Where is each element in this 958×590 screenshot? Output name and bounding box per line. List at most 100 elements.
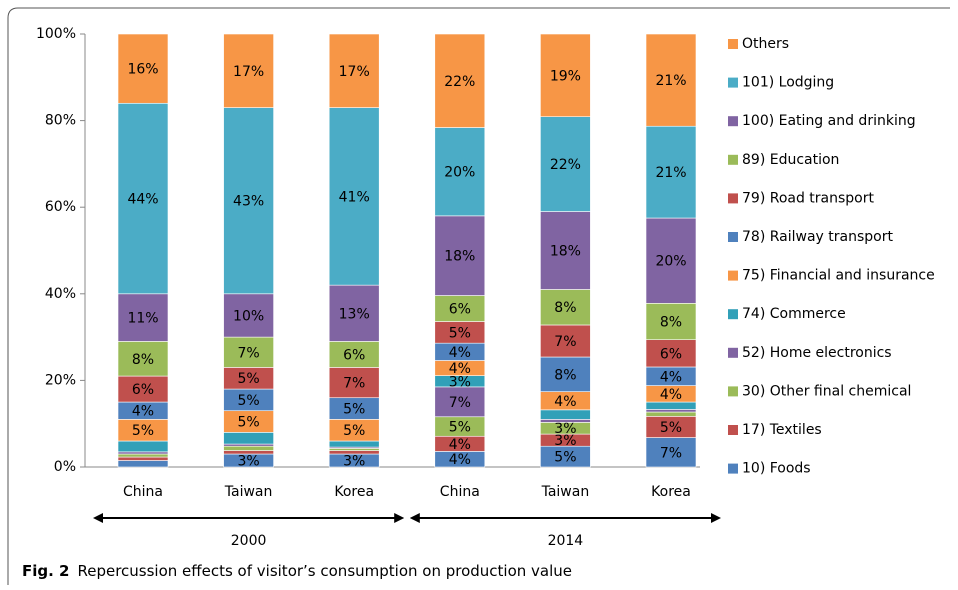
value-label: 7% — [554, 334, 576, 350]
value-label: 4% — [660, 369, 682, 385]
bar-segment — [645, 401, 697, 410]
value-label: 4% — [554, 394, 576, 410]
value-label: 7% — [237, 345, 259, 361]
value-label: 5% — [449, 420, 471, 436]
value-label: 20% — [444, 165, 475, 181]
bar-segment — [328, 440, 380, 448]
y-tick-label: 80% — [45, 113, 76, 129]
bar-segment — [223, 450, 274, 455]
bar-segment — [117, 453, 169, 458]
value-label: 3% — [554, 433, 576, 449]
bar-segment — [117, 440, 169, 453]
value-label: 17% — [233, 64, 264, 80]
bar-segment — [328, 448, 380, 451]
value-label: 10% — [233, 308, 264, 324]
y-tick-label: 60% — [45, 199, 76, 215]
bar-segment — [434, 127, 486, 217]
value-label: 8% — [132, 352, 154, 368]
legend-label: 75) Financial and insurance — [742, 268, 935, 284]
value-label: 4% — [660, 387, 682, 403]
value-label: 20% — [655, 254, 686, 270]
bar-segment — [328, 107, 380, 286]
bar-segment — [223, 432, 274, 445]
bar-segment — [540, 116, 591, 212]
bar-segment — [117, 33, 169, 104]
value-label: 4% — [449, 437, 471, 453]
x-tick-label: China — [123, 484, 163, 500]
x-tick-label: China — [440, 484, 480, 500]
bar-segment — [117, 102, 169, 295]
bar-segment — [540, 33, 591, 118]
value-label: 22% — [550, 157, 581, 173]
legend-swatch — [728, 39, 738, 49]
value-label: 7% — [343, 376, 365, 392]
value-label: 18% — [550, 244, 581, 260]
value-label: 4% — [449, 452, 471, 468]
value-label: 43% — [233, 194, 264, 210]
bar-segment — [645, 217, 697, 304]
value-label: 3% — [449, 374, 471, 390]
caption: Fig. 2 Repercussion effects of visitor’s … — [22, 562, 572, 580]
legend-swatch — [728, 154, 738, 165]
x-tick-label: Korea — [651, 484, 691, 500]
legend-swatch — [728, 309, 738, 320]
value-label: 4% — [449, 361, 471, 377]
value-label: 21% — [655, 165, 686, 181]
bar-segment — [328, 33, 380, 108]
bar-segment — [117, 460, 169, 468]
bar-segment — [223, 107, 274, 295]
value-label: 13% — [339, 306, 370, 322]
legend-label: 79) Road transport — [742, 190, 875, 206]
bar-segment — [223, 293, 274, 338]
caption-label: Fig. 2 — [22, 562, 69, 580]
bar-segment — [645, 33, 697, 127]
value-label: 8% — [554, 300, 576, 316]
legend-swatch — [728, 116, 738, 127]
value-label: 5% — [554, 450, 576, 466]
value-label: 4% — [449, 345, 471, 361]
value-label: 6% — [449, 302, 471, 318]
legend-swatch — [728, 193, 738, 204]
value-label: 3% — [237, 454, 259, 470]
frame — [7, 7, 950, 585]
value-label: 17% — [339, 64, 370, 80]
bar-segment — [540, 324, 591, 358]
bar-segment — [223, 336, 274, 368]
value-label: 8% — [554, 367, 576, 383]
value-label: 7% — [660, 445, 682, 461]
group-label: 2014 — [548, 533, 584, 549]
value-label: 5% — [343, 423, 365, 439]
caption-text: Repercussion effects of visitor’s consum… — [77, 562, 572, 580]
value-label: 5% — [660, 420, 682, 436]
value-label: 5% — [237, 393, 259, 409]
bar-segment — [540, 289, 591, 326]
value-label: 19% — [550, 68, 581, 84]
value-label: 5% — [343, 402, 365, 418]
bar-segment — [223, 445, 274, 451]
value-label: 3% — [343, 454, 365, 470]
legend-swatch — [728, 386, 738, 397]
legend-swatch — [728, 463, 738, 474]
bar-segment — [434, 33, 486, 128]
value-label: 44% — [127, 192, 158, 208]
bar-segment — [117, 341, 169, 377]
legend-label: Others — [742, 36, 789, 52]
value-label: 11% — [127, 311, 158, 327]
bar-segment — [223, 33, 274, 108]
y-tick-label: 100% — [36, 26, 76, 42]
value-label: 6% — [660, 346, 682, 362]
value-label: 21% — [655, 73, 686, 89]
bar-segment — [540, 419, 591, 423]
value-label: 5% — [449, 325, 471, 341]
value-label: 8% — [660, 315, 682, 331]
legend-label: 78) Railway transport — [742, 229, 893, 245]
bar-segment — [434, 386, 486, 418]
legend-label: 17) Textiles — [742, 422, 822, 438]
bar-segment — [645, 125, 697, 219]
legend-swatch — [728, 232, 738, 242]
value-label: 16% — [127, 62, 158, 78]
legend-label: 30) Other final chemical — [742, 383, 911, 399]
value-label: 5% — [237, 371, 259, 387]
legend-swatch — [728, 77, 738, 88]
